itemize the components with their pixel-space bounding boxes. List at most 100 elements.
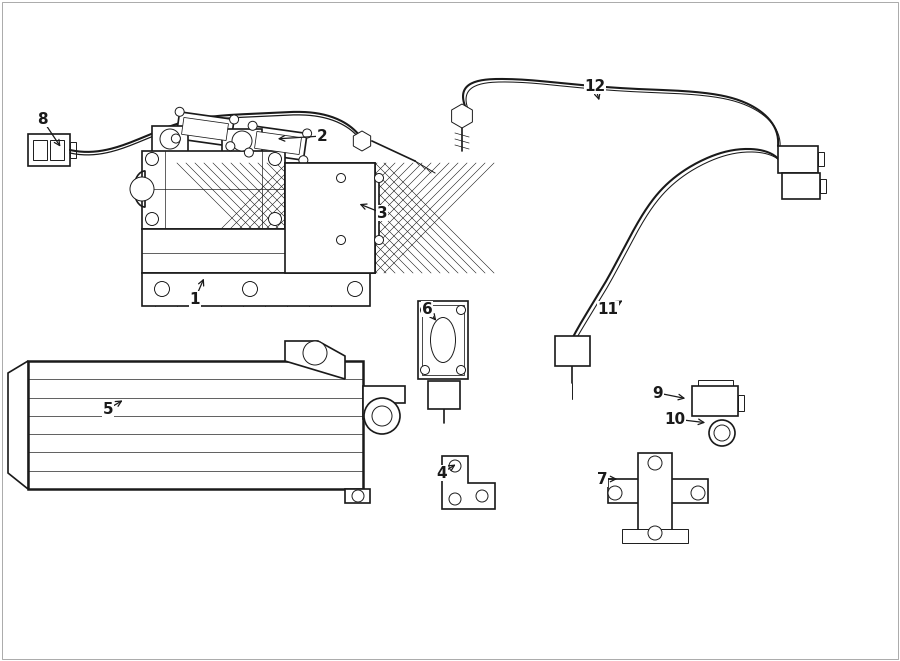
Text: 6: 6 [421,301,432,317]
Circle shape [347,282,363,297]
Polygon shape [782,173,820,199]
Polygon shape [222,129,262,153]
Circle shape [146,212,158,225]
Polygon shape [142,229,375,273]
Circle shape [364,398,400,434]
Circle shape [155,282,169,297]
Bar [422,305,464,375]
Circle shape [176,107,184,116]
Circle shape [242,282,257,297]
Circle shape [248,122,257,130]
Bar [820,179,826,193]
Text: 2: 2 [317,128,328,143]
Bar [10,424,25,456]
Polygon shape [142,273,370,306]
Circle shape [714,425,730,441]
Circle shape [230,115,238,124]
Bar [738,395,744,411]
Polygon shape [345,489,370,503]
Circle shape [160,129,180,149]
Text: 10: 10 [664,412,686,426]
Circle shape [420,366,429,375]
Polygon shape [363,386,405,419]
Polygon shape [354,131,371,151]
Bar [452,393,459,405]
Circle shape [648,456,662,470]
Bar [718,393,726,411]
Circle shape [374,235,383,245]
Text: 11: 11 [598,301,618,317]
Polygon shape [778,146,818,173]
Bar [555,336,590,366]
Circle shape [372,406,392,426]
Bar [432,393,439,405]
Bar [28,134,70,166]
Circle shape [268,153,282,165]
Text: 7: 7 [597,471,608,486]
Bar [442,393,449,405]
Bar [800,178,810,194]
Circle shape [608,486,622,500]
Polygon shape [452,104,472,128]
Circle shape [303,341,327,365]
Bar [428,381,460,409]
Text: 1: 1 [190,292,200,307]
Bar [559,346,566,362]
Circle shape [449,460,461,472]
Polygon shape [442,456,495,509]
Bar [285,163,375,273]
Circle shape [226,141,235,151]
Circle shape [245,148,254,157]
Circle shape [456,305,465,315]
Polygon shape [182,118,229,141]
Ellipse shape [430,317,455,362]
Polygon shape [638,453,672,543]
Polygon shape [341,178,379,240]
Bar [418,301,468,379]
Circle shape [146,153,158,165]
Bar [28,361,363,489]
Text: 5: 5 [103,401,113,416]
Circle shape [352,490,364,502]
Bar [70,142,76,158]
Circle shape [374,173,383,182]
Bar [33,140,47,160]
Circle shape [449,493,461,505]
Polygon shape [608,479,708,503]
Polygon shape [255,132,302,155]
Circle shape [648,526,662,540]
Circle shape [709,420,735,446]
Circle shape [420,305,429,315]
Circle shape [337,173,346,182]
Bar [50,140,64,160]
Polygon shape [8,361,28,489]
Circle shape [299,156,308,165]
Polygon shape [249,126,307,160]
Circle shape [171,134,180,143]
Bar [579,346,586,362]
Polygon shape [346,183,374,235]
Polygon shape [176,112,234,146]
Polygon shape [622,529,688,543]
Bar [10,381,25,403]
Text: 3: 3 [377,206,387,221]
Bar [698,380,733,386]
Bar [795,150,807,168]
Circle shape [268,212,282,225]
Circle shape [691,486,705,500]
Text: 9: 9 [652,385,663,401]
Bar [569,346,576,362]
Text: 8: 8 [37,112,48,126]
Bar [705,393,713,411]
Circle shape [302,129,311,138]
Circle shape [130,177,154,201]
Polygon shape [692,386,738,416]
Circle shape [456,366,465,375]
Circle shape [337,235,346,245]
Circle shape [232,131,252,151]
Bar [285,163,375,273]
Text: 12: 12 [584,79,606,93]
Text: 4: 4 [436,465,447,481]
Polygon shape [285,341,345,379]
Bar [818,152,824,166]
